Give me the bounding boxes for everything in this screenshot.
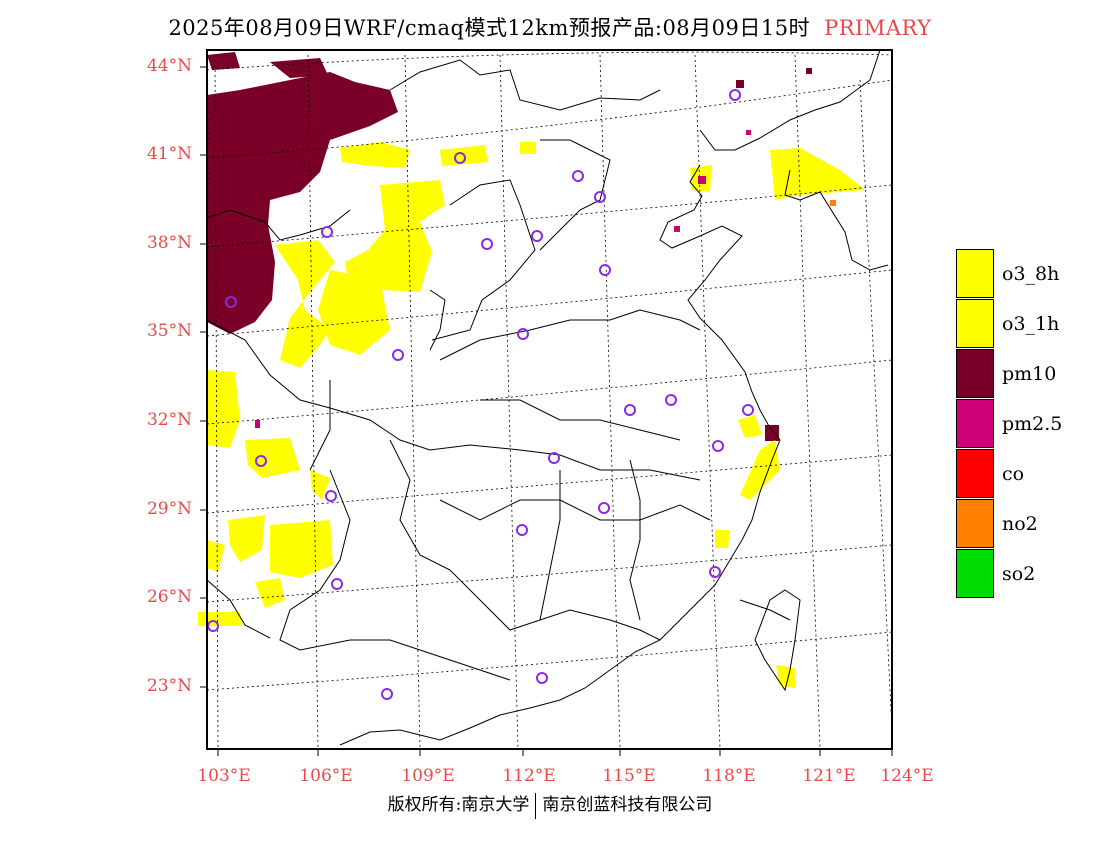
lon-label: 118°E [702, 766, 756, 786]
legend-item: pm10 [956, 349, 1096, 399]
legend-label: so2 [1002, 563, 1036, 585]
axis-ticks [200, 66, 893, 756]
legend-swatch [956, 549, 994, 598]
legend-swatch [956, 299, 994, 348]
lat-label: 26°N [146, 587, 192, 607]
graticule [206, 51, 893, 749]
o3-field [198, 142, 865, 688]
lat-label: 32°N [146, 410, 192, 430]
no2-field [830, 200, 836, 206]
pm25-field [255, 130, 751, 428]
legend-label: pm10 [1002, 363, 1057, 385]
copyright-footer: 版权所有:南京大学 南京创蓝科技有限公司 [0, 790, 1100, 819]
lat-label: 41°N [146, 144, 192, 164]
legend-label: o3_1h [1002, 313, 1060, 335]
lon-label: 106°E [299, 766, 353, 786]
title-main: 2025年08月09日WRF/cmaq模式12km预报产品:08月09日15时 [168, 16, 811, 40]
legend-label: co [1002, 463, 1025, 485]
legend-item: o3_8h [956, 249, 1096, 299]
legend-swatch [956, 349, 994, 398]
map-title: 2025年08月09日WRF/cmaq模式12km预报产品:08月09日15时 P… [0, 12, 1100, 42]
legend-item: so2 [956, 549, 1096, 599]
legend-swatch [956, 249, 994, 298]
station-markers [207, 89, 754, 700]
lon-label: 103°E [197, 766, 251, 786]
legend-swatch [956, 449, 994, 498]
legend-item: o3_1h [956, 299, 1096, 349]
map-frame [206, 49, 893, 750]
legend-label: pm2.5 [1002, 413, 1063, 435]
legend-label: no2 [1002, 513, 1038, 535]
legend-item: no2 [956, 499, 1096, 549]
lon-label: 109°E [401, 766, 455, 786]
lon-label: 121°E [802, 766, 856, 786]
lat-label: 29°N [146, 499, 192, 519]
legend-swatch [956, 499, 994, 548]
legend-swatch [956, 399, 994, 448]
lat-label: 38°N [146, 233, 192, 253]
legend-item: pm2.5 [956, 399, 1096, 449]
footer-separator [535, 792, 537, 819]
legend-label: o3_8h [1002, 263, 1060, 285]
lat-label: 35°N [146, 321, 192, 341]
lon-label: 112°E [502, 766, 556, 786]
copyright-right: 南京创蓝科技有限公司 [542, 795, 713, 815]
pollutant-legend: o3_8h o3_1h pm10 pm2.5 co no2 so2 [956, 249, 1096, 599]
lon-label: 115°E [602, 766, 656, 786]
boundaries [206, 49, 889, 746]
legend-item: co [956, 449, 1096, 499]
copyright-left: 版权所有:南京大学 [387, 795, 530, 815]
title-primary-tag: PRIMARY [824, 16, 932, 40]
lat-label: 23°N [146, 676, 192, 696]
lat-label: 44°N [146, 56, 192, 76]
lon-label: 124°E [880, 766, 934, 786]
